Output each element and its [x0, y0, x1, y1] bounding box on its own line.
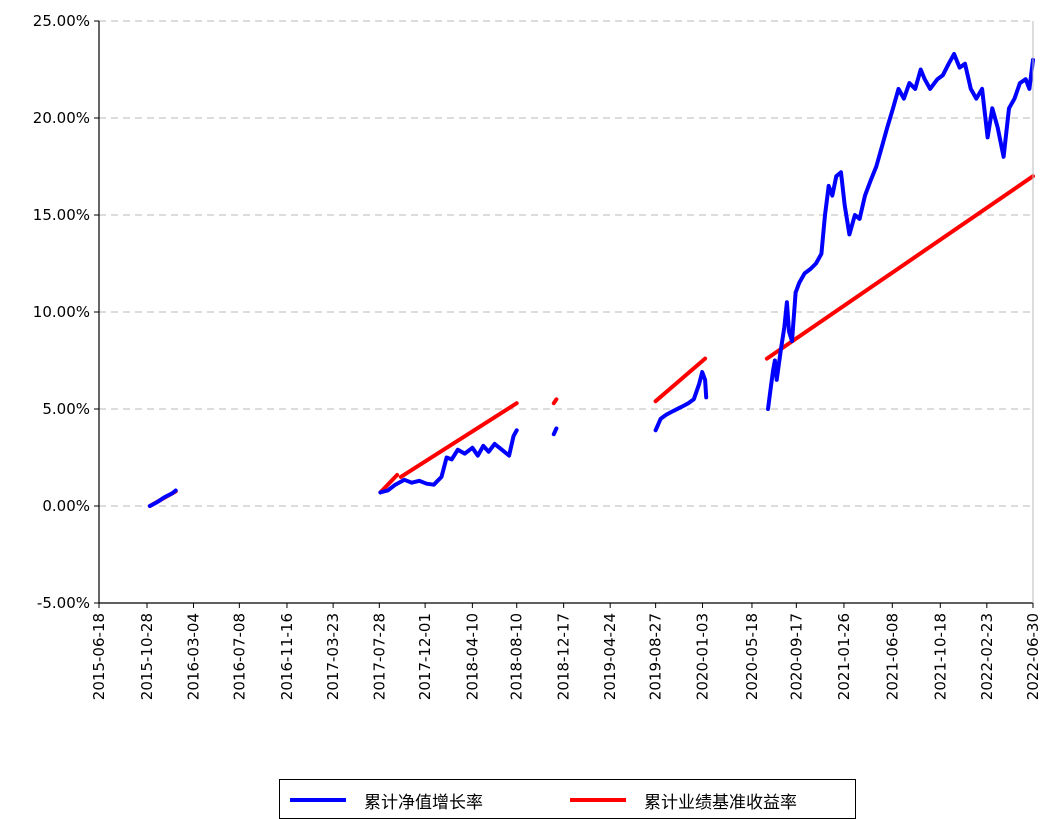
x-tick-label: 2019-08-27 [647, 613, 665, 700]
series-line-benchmark [653, 356, 708, 404]
legend-item-nav-growth: 累计净值增长率 [290, 786, 483, 814]
x-tick-label: 2017-03-23 [324, 613, 342, 700]
series-line-nav-growth [766, 52, 1035, 411]
x-tick-label: 2018-04-10 [463, 613, 481, 700]
x-tick-label: 2018-08-10 [508, 613, 526, 700]
y-tick-label: 20.00% [33, 109, 90, 127]
x-tick-label: 2017-07-28 [370, 613, 388, 700]
x-tick-label: 2022-06-30 [1024, 613, 1041, 700]
series-line-nav-growth [653, 370, 709, 433]
x-ticks: 2015-06-18 2015-10-28 2016-03-04 2016-07-08… [90, 603, 1041, 700]
x-tick-label: 2021-06-08 [883, 613, 901, 700]
x-tick-label: 2020-01-03 [694, 613, 712, 700]
series-line-nav-growth [551, 426, 559, 437]
y-tick-label: 25.00% [33, 12, 90, 30]
x-tick-label: 2021-10-18 [931, 613, 949, 700]
legend: 累计净值增长率 累计业绩基准收益率 [279, 779, 856, 819]
y-tick-label: 15.00% [33, 206, 90, 224]
y-tick-label: 0.00% [42, 497, 90, 515]
x-tick-label: 2020-05-18 [743, 613, 761, 700]
y-tick-label: -5.00% [37, 594, 90, 612]
y-ticks: -5.00% 0.00% 5.00% 10.00% 15.00% 20.00% 25.00% [33, 12, 99, 612]
x-tick-label: 2015-06-18 [90, 613, 108, 700]
legend-swatch-blue [290, 798, 346, 802]
x-tick-label: 2016-03-04 [185, 613, 203, 700]
x-tick-label: 2016-11-16 [278, 613, 296, 700]
series-line-benchmark [551, 397, 559, 406]
line-chart: -5.00% 0.00% 5.00% 10.00% 15.00% 20.00% 25.00%… [33, 12, 1041, 700]
legend-label-benchmark: 累计业绩基准收益率 [644, 792, 797, 813]
y-tick-label: 5.00% [42, 400, 90, 418]
legend-item-benchmark: 累计业绩基准收益率 [570, 786, 797, 814]
x-tick-label: 2016-07-08 [230, 613, 248, 700]
series-line-benchmark [398, 401, 519, 479]
x-tick-label: 2015-10-28 [138, 613, 156, 700]
series-line-benchmark [378, 473, 400, 495]
x-tick-label: 2021-01-26 [835, 613, 853, 700]
series-line-nav-growth [378, 428, 519, 495]
series-line-benchmark [764, 174, 1035, 361]
y-tick-label: 10.00% [33, 303, 90, 321]
series-lines [147, 52, 1035, 508]
x-tick-label: 2019-04-24 [601, 613, 619, 700]
legend-swatch-red [570, 798, 626, 802]
x-tick-label: 2017-12-01 [416, 613, 434, 700]
x-tick-label: 2018-12-17 [555, 613, 573, 700]
x-tick-label: 2022-02-23 [978, 613, 996, 700]
x-tick-label: 2020-09-17 [787, 613, 805, 700]
grid-lines [99, 20, 1033, 507]
series-line-nav-growth [147, 488, 178, 508]
legend-label-nav-growth: 累计净值增长率 [364, 792, 483, 813]
